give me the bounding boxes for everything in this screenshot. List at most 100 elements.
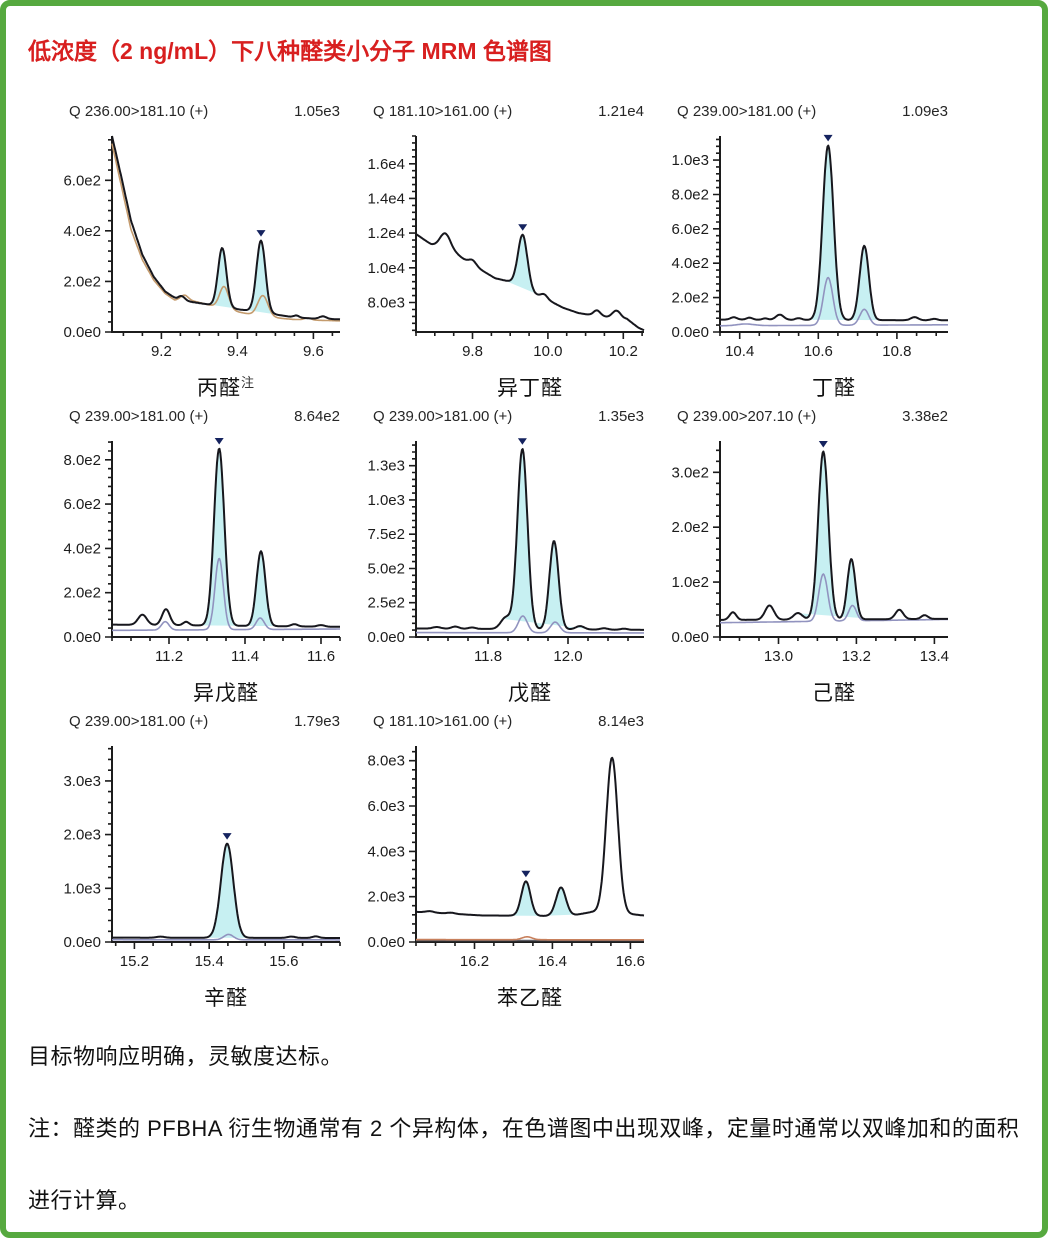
chromatogram-plot: 15.2 15.4 15.6 0.0e0 1.0e3 2.0e3 3.0e3	[63, 746, 341, 970]
y-tick-label: 4.0e2	[671, 255, 709, 272]
y-tick-label: 2.0e3	[63, 827, 101, 844]
trace-secondary	[111, 143, 341, 322]
y-axis-ticks	[105, 139, 112, 333]
compound-note-superscript: 注	[240, 375, 255, 390]
trace-main	[415, 448, 645, 631]
peak-apex-marker-icon	[823, 134, 833, 142]
x-tick-label: 9.8	[462, 343, 483, 360]
max-intensity-label: 1.05e3	[294, 103, 340, 120]
footer-note: 注：醛类的 PFBHA 衍生物通常有 2 个异构体，在色谱图中出现双峰，定量时通…	[28, 1116, 1020, 1213]
x-tick-label: 9.6	[303, 343, 324, 360]
panel-header: Q 239.00>181.00 (+) 1.35e3	[348, 405, 650, 425]
y-tick-label: 2.0e3	[367, 889, 405, 906]
peak-fill	[198, 240, 291, 317]
y-tick-label: 2.0e2	[671, 519, 709, 536]
figure-title: 低浓度（2 ng/mL）下八种醛类小分子 MRM 色谱图	[28, 38, 552, 64]
peak-fill	[797, 452, 877, 620]
footer-conclusion: 目标物响应明确，灵敏度达标。	[28, 1044, 344, 1069]
x-tick-label: 15.4	[195, 953, 224, 970]
peak-fill	[508, 881, 544, 916]
x-tick-label: 15.6	[269, 953, 298, 970]
compound-label: 辛醛	[204, 987, 248, 1010]
y-tick-label: 1.4e4	[367, 190, 405, 207]
y-tick-label: 1.0e4	[367, 260, 405, 277]
y-tick-label: 4.0e3	[367, 843, 405, 860]
panel-header: Q 239.00>181.00 (+) 1.09e3	[652, 100, 954, 120]
y-tick-label: 0.0e0	[63, 629, 101, 646]
chromatogram-plot: 11.8 12.0 0.0e0 2.5e2 5.0e2 7.5e2 1.0e3 1.3e3	[367, 438, 645, 665]
compound-label: 异丁醛	[497, 377, 563, 400]
trace-orange	[416, 936, 644, 941]
trace-secondary	[720, 573, 948, 624]
trace-main	[719, 450, 949, 621]
x-axis-ticks	[415, 942, 632, 949]
compound-label: 丁醛	[812, 377, 856, 400]
chromatogram-panel: Q 181.10>161.00 (+) 8.14e3 16.2 16.4 16.6 0.0…	[348, 710, 650, 1015]
mrm-transition-label: Q 239.00>207.10 (+)	[677, 408, 817, 425]
panel-header: Q 239.00>181.00 (+) 1.79e3	[44, 710, 346, 730]
peak-apex-marker-icon	[818, 441, 828, 448]
chromatogram-plot: 9.2 9.4 9.6 0.0e0 2.0e2 4.0e2 6.0e2	[63, 135, 341, 360]
chromatogram-panel: Q 239.00>207.10 (+) 3.38e2 13.0 13.2 13.4 0.0…	[652, 405, 954, 710]
y-tick-label: 7.5e2	[367, 526, 405, 543]
y-axis-ticks	[713, 449, 720, 638]
x-axis-ticks	[415, 332, 643, 339]
peak-fill	[201, 843, 260, 938]
chromatogram-plot: 9.8 10.0 10.2 8.0e3 1.0e4 1.2e4 1.4e4 1.6e4	[367, 135, 645, 360]
max-intensity-label: 8.14e3	[598, 713, 644, 730]
x-tick-label: 10.2	[609, 343, 638, 360]
y-tick-label: 1.2e4	[367, 225, 405, 242]
trace-main	[111, 842, 341, 939]
figure-footer: 目标物响应明确，灵敏度达标。 注：醛类的 PFBHA 衍生物通常有 2 个异构体…	[6, 1021, 1042, 1232]
y-tick-label: 1.0e3	[63, 880, 101, 897]
x-tick-label: 9.4	[227, 343, 248, 360]
x-tick-label: 16.2	[460, 953, 489, 970]
x-tick-label: 11.6	[307, 648, 335, 665]
panel-header: Q 181.10>161.00 (+) 8.14e3	[348, 710, 650, 730]
mrm-transition-label: Q 239.00>181.00 (+)	[373, 408, 513, 425]
chromatogram-panel: Q 236.00>181.10 (+) 1.05e3 9.2 9.4 9.6 0.0e0 2…	[44, 100, 346, 405]
y-tick-label: 1.6e4	[367, 156, 405, 173]
compound-label: 己醛	[812, 682, 856, 705]
y-axis-ticks	[409, 750, 416, 943]
y-tick-label: 6.0e2	[671, 221, 709, 238]
trace-main	[111, 447, 341, 628]
y-axis-ticks	[105, 747, 112, 943]
x-axis-ticks	[719, 637, 936, 644]
compound-label: 苯乙醛	[497, 987, 563, 1010]
chromatogram-panel: Q 181.10>161.00 (+) 1.21e4 9.8 10.0 10.2 8.0e…	[348, 100, 650, 405]
compound-label: 丙醛注	[196, 375, 255, 400]
chromatogram-panel: Q 239.00>181.00 (+) 1.79e3 15.2 15.4 15.6 0.0…	[44, 710, 346, 1015]
compound-label: 异戊醛	[193, 682, 259, 705]
y-axis-ticks	[409, 135, 416, 332]
chromatogram-plot: 10.4 10.6 10.8 0.0e0 2.0e2 4.0e2 6.0e2 8.0e2 1.0…	[671, 134, 949, 360]
mrm-transition-label: Q 239.00>181.00 (+)	[69, 713, 209, 730]
y-tick-label: 0.0e0	[671, 629, 709, 646]
mrm-transition-label: Q 239.00>181.00 (+)	[677, 103, 817, 120]
peak-apex-marker-icon	[222, 833, 232, 840]
panel-header: Q 236.00>181.10 (+) 1.05e3	[44, 100, 346, 120]
x-tick-label: 10.0	[533, 343, 562, 360]
axis-lines	[415, 136, 644, 333]
y-tick-label: 6.0e2	[63, 172, 101, 189]
y-tick-label: 1.3e3	[367, 458, 405, 475]
y-tick-label: 3.0e3	[63, 773, 101, 790]
y-tick-label: 1.0e3	[367, 492, 405, 509]
x-tick-label: 13.4	[920, 648, 949, 665]
trace-secondary	[112, 933, 340, 941]
x-tick-label: 9.2	[151, 343, 172, 360]
peak-apex-marker-icon	[256, 230, 266, 237]
max-intensity-label: 1.35e3	[598, 408, 644, 425]
panel-header: Q 181.10>161.00 (+) 1.21e4	[348, 100, 650, 120]
y-tick-label: 8.0e2	[671, 187, 709, 204]
chromatogram-plot: 13.0 13.2 13.4 0.0e0 1.0e2 2.0e2 3.0e2	[671, 441, 949, 665]
x-tick-label: 13.0	[764, 648, 793, 665]
y-tick-label: 2.0e2	[63, 273, 101, 290]
trace-main	[719, 144, 949, 322]
trace-main	[415, 756, 645, 917]
max-intensity-label: 3.38e2	[902, 408, 948, 425]
peak-fill	[198, 449, 286, 627]
peak-apex-marker-icon	[518, 224, 528, 231]
x-axis-ticks	[122, 332, 334, 339]
y-tick-label: 0.0e0	[63, 934, 101, 951]
